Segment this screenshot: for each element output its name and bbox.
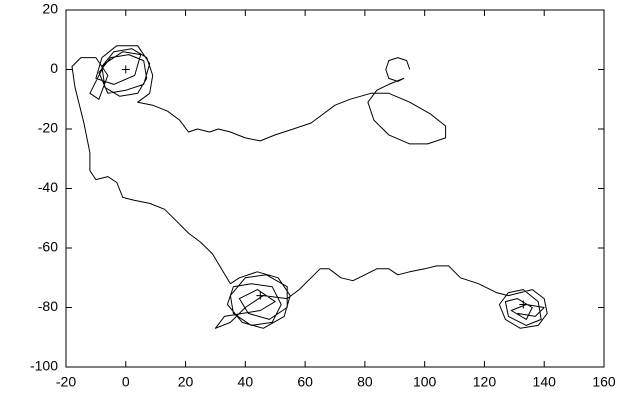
y-tick-label: -60: [38, 239, 58, 255]
x-tick-label: 100: [413, 374, 437, 390]
x-tick-label: 40: [238, 374, 254, 390]
point-marker: [256, 291, 265, 300]
x-tick-label: 160: [592, 374, 616, 390]
x-tick-label: 20: [178, 374, 194, 390]
y-tick-label: 20: [42, 1, 58, 17]
x-tick-label: -20: [56, 374, 76, 390]
y-tick-label: -80: [38, 298, 58, 314]
y-tick-label: -100: [30, 358, 58, 374]
point-marker: [519, 300, 528, 309]
point-marker: [121, 65, 130, 74]
x-tick-label: 120: [473, 374, 497, 390]
y-tick-label: -20: [38, 120, 58, 136]
x-tick-label: 60: [297, 374, 313, 390]
x-tick-label: 80: [357, 374, 373, 390]
x-tick-label: 140: [533, 374, 557, 390]
y-tick-label: -40: [38, 179, 58, 195]
x-tick-label: 0: [122, 374, 130, 390]
plot-frame: [65, 9, 605, 368]
y-tick-label: 0: [50, 60, 58, 76]
trajectory-line: [71, 45, 548, 329]
